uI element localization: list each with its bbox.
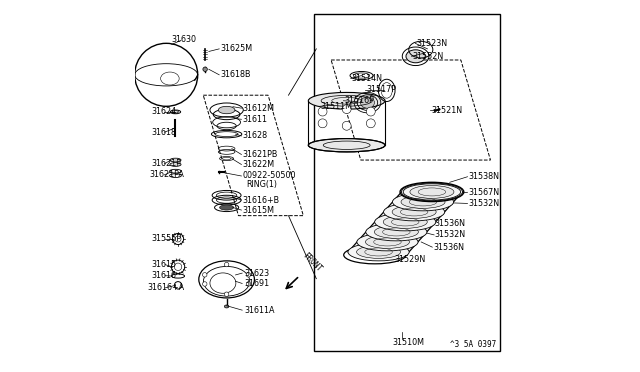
Text: 31517P: 31517P [366, 85, 396, 94]
Ellipse shape [392, 206, 436, 218]
FancyBboxPatch shape [314, 14, 500, 351]
Text: 31532N: 31532N [468, 199, 499, 208]
Text: 31521N: 31521N [431, 106, 462, 115]
Ellipse shape [308, 138, 385, 152]
Ellipse shape [383, 203, 445, 221]
Text: 31510M: 31510M [392, 338, 424, 347]
Text: 31511M: 31511M [320, 102, 352, 111]
Ellipse shape [401, 183, 463, 201]
Circle shape [202, 282, 207, 286]
Ellipse shape [348, 243, 409, 261]
Ellipse shape [410, 186, 454, 198]
Text: 31615M: 31615M [242, 206, 274, 215]
Circle shape [202, 273, 207, 277]
Text: 00922-50500: 00922-50500 [242, 171, 296, 180]
Ellipse shape [401, 196, 445, 208]
Text: 31538N: 31538N [468, 172, 499, 181]
Text: 31536N: 31536N [435, 219, 466, 228]
Text: RING(1): RING(1) [246, 180, 277, 189]
Text: 31612M: 31612M [242, 104, 274, 113]
Ellipse shape [225, 305, 229, 308]
Text: 31616+A: 31616+A [148, 283, 185, 292]
Text: 31618: 31618 [152, 128, 177, 137]
Text: 31616: 31616 [152, 271, 177, 280]
Text: 31555P: 31555P [152, 234, 182, 244]
Ellipse shape [383, 215, 428, 228]
Circle shape [342, 121, 351, 130]
Text: 31625M: 31625M [220, 44, 252, 53]
Circle shape [225, 292, 229, 296]
Text: 31523N: 31523N [417, 39, 447, 48]
Text: 31516P: 31516P [344, 96, 374, 105]
Text: 31623: 31623 [244, 269, 269, 278]
Text: 31616+B: 31616+B [242, 196, 279, 205]
Text: 31621PB: 31621PB [242, 150, 278, 159]
Text: 31552N: 31552N [413, 52, 444, 61]
Text: 31514N: 31514N [351, 74, 383, 83]
Circle shape [318, 107, 327, 116]
Text: 31624: 31624 [152, 108, 177, 116]
Text: 31567N: 31567N [468, 188, 499, 197]
Text: 31621P: 31621P [152, 159, 181, 168]
Ellipse shape [374, 213, 436, 231]
Ellipse shape [356, 246, 401, 259]
Text: 31630: 31630 [171, 35, 196, 44]
Ellipse shape [357, 233, 418, 251]
Text: 31615: 31615 [152, 260, 177, 269]
Text: 31532N: 31532N [435, 230, 466, 240]
Text: 31618B: 31618B [220, 70, 250, 79]
Text: 31536N: 31536N [433, 243, 464, 251]
Text: ^3 5A 0397: ^3 5A 0397 [450, 340, 496, 349]
Text: 31621PA: 31621PA [150, 170, 184, 179]
Ellipse shape [360, 97, 374, 108]
Circle shape [342, 105, 351, 113]
Text: 31622M: 31622M [242, 160, 275, 169]
Text: FRONT: FRONT [301, 251, 323, 274]
Circle shape [246, 273, 251, 277]
Circle shape [318, 119, 327, 128]
Text: 31611: 31611 [242, 115, 267, 124]
Circle shape [366, 119, 375, 128]
Circle shape [366, 107, 375, 116]
Text: 31691: 31691 [244, 279, 269, 288]
Ellipse shape [218, 106, 235, 114]
Circle shape [246, 282, 251, 286]
Ellipse shape [366, 223, 427, 241]
Ellipse shape [365, 235, 410, 248]
Ellipse shape [406, 50, 425, 63]
Text: 31611A: 31611A [244, 306, 275, 315]
Ellipse shape [220, 205, 234, 210]
Ellipse shape [308, 92, 385, 109]
Circle shape [225, 262, 229, 267]
Ellipse shape [392, 193, 454, 211]
Text: 31529N: 31529N [394, 255, 426, 264]
Circle shape [203, 67, 207, 71]
Ellipse shape [374, 225, 419, 238]
Text: 31628: 31628 [242, 131, 268, 141]
